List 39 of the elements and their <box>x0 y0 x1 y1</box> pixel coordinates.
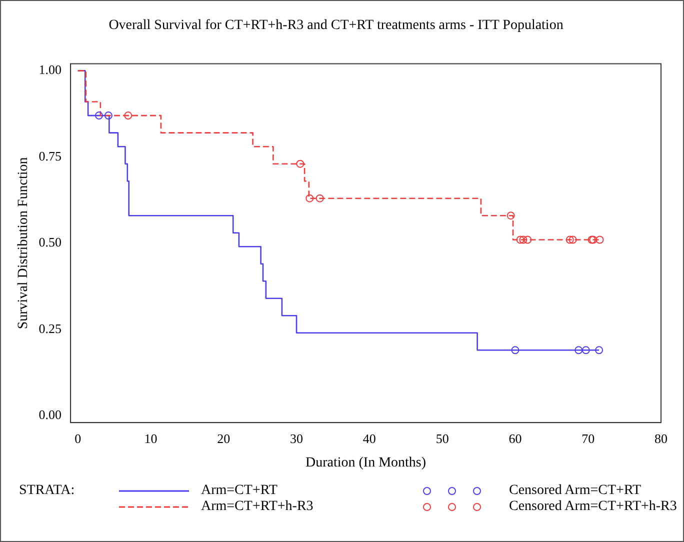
point <box>568 236 577 244</box>
point <box>306 194 314 202</box>
y-tick-label: 0.25 <box>38 320 62 336</box>
y-tick-label: 0.00 <box>38 407 62 422</box>
y-tick-label: 0.75 <box>38 148 62 164</box>
point <box>124 112 132 120</box>
point <box>574 346 583 354</box>
point <box>566 236 574 244</box>
x-tick-label: 30 <box>290 430 304 446</box>
point <box>316 194 324 202</box>
point <box>519 236 528 244</box>
x-tick-label: 80 <box>654 430 668 446</box>
legend-label: Arm=CT+RT <box>201 483 278 499</box>
x-tick-label: 40 <box>362 430 376 446</box>
x-tick-label: 50 <box>436 430 449 446</box>
x-axis-title: Duration (In Months) <box>306 455 426 470</box>
point <box>524 236 532 244</box>
point <box>596 236 604 244</box>
x-tick-label: 20 <box>217 430 230 446</box>
x-tick-label: 10 <box>144 430 158 446</box>
point <box>104 112 112 120</box>
point <box>506 212 515 220</box>
point <box>595 346 604 354</box>
legend-title: STRATA: <box>19 483 76 499</box>
point <box>516 236 524 244</box>
legend-label: Arm=CT+RT+h-R3 <box>201 499 314 515</box>
legend-label: Censored Arm=CT+RT <box>509 483 641 499</box>
x-tick-label: 0 <box>74 430 82 446</box>
point <box>511 346 520 354</box>
y-tick-label: 1.00 <box>38 62 62 78</box>
point <box>296 160 304 168</box>
legend-label: Censored Arm=CT+RT+h-R3 <box>509 499 677 515</box>
y-tick-label: 0.50 <box>38 234 62 250</box>
point <box>94 112 103 120</box>
y-axis-title: Survival Distribution Function <box>16 157 32 330</box>
chart-title: Overall Survival for CT+RT+h-R3 and CT+RT treatments arms - ITT Population <box>108 18 564 34</box>
x-tick-label: 70 <box>582 430 595 446</box>
point <box>582 346 590 354</box>
x-tick-label: 60 <box>508 430 522 446</box>
